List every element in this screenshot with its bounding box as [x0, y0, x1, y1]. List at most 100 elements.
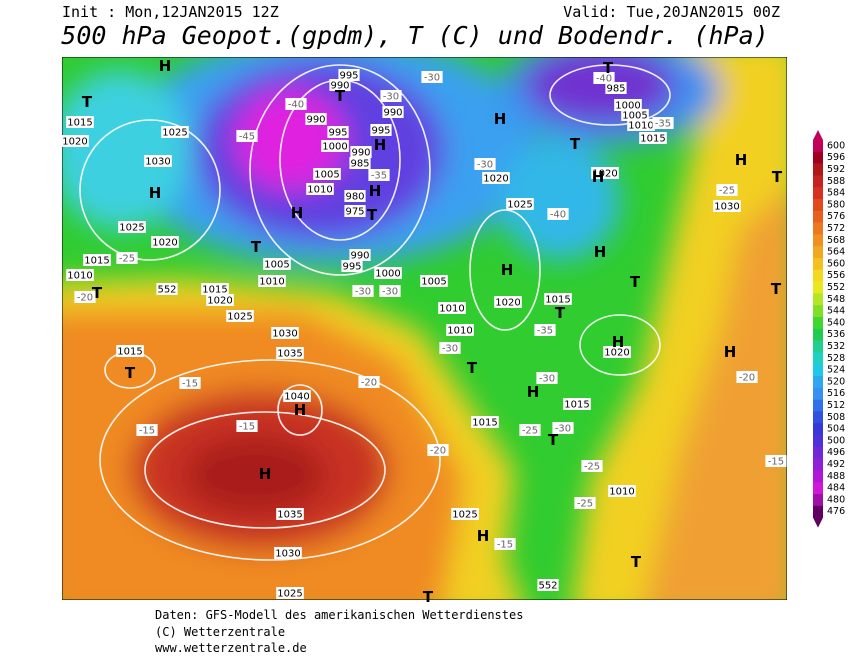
isobar-label: 1020 [152, 238, 177, 249]
colorbar-cell [813, 482, 823, 495]
colorbar-label: 496 [827, 447, 845, 458]
label-box [544, 293, 572, 305]
colorbar-cell [813, 446, 823, 459]
footer-line: Daten: GFS-Modell des amerikanischen Wet… [155, 608, 523, 622]
colorbar-cell [813, 458, 823, 471]
colorbar-label: 532 [827, 341, 845, 352]
label-box [350, 146, 372, 158]
pressure-center: T [603, 59, 614, 77]
colorbar-cell [813, 293, 823, 306]
colorbar-cell [813, 470, 823, 483]
pressure-center: T [630, 273, 641, 291]
label-box [438, 302, 466, 314]
isobar-label: 995 [342, 262, 361, 273]
label-box [321, 140, 349, 152]
label-box [258, 275, 286, 287]
label-box [374, 267, 402, 279]
temperature-label: -30 [555, 424, 571, 435]
isobar-label: 1030 [145, 157, 170, 168]
label-box [652, 117, 674, 129]
isobar-label: 1025 [162, 128, 187, 139]
temperature-label: -20 [430, 446, 446, 457]
label-box [116, 252, 138, 264]
pressure-center: H [592, 168, 605, 186]
label-box [306, 183, 334, 195]
isobar-label: 1020 [592, 169, 617, 180]
init-time: Init : Mon,12JAN2015 12Z [62, 3, 279, 21]
pressure-center: H [294, 401, 307, 419]
colorbar-cell [813, 435, 823, 448]
isobar-label: 1030 [272, 329, 297, 340]
colorbar-label: 492 [827, 459, 845, 470]
pressure-center: T [125, 364, 136, 382]
label-box [118, 221, 146, 233]
isobar-label: 552 [157, 285, 176, 296]
isobar-label: 1010 [67, 271, 92, 282]
label-box [765, 455, 787, 467]
colorbar-cell [813, 364, 823, 377]
label-box [581, 460, 603, 472]
label-box [482, 172, 510, 184]
temperature-label: -15 [768, 457, 784, 468]
temperature-label: -20 [739, 373, 755, 384]
label-box [382, 106, 404, 118]
label-box [358, 376, 380, 388]
temperature-label: -25 [522, 426, 538, 437]
colorbar-label: 592 [827, 164, 845, 175]
label-box [380, 90, 402, 102]
colorbar-label: 528 [827, 353, 845, 364]
label-box [603, 346, 631, 358]
pressure-center: T [772, 168, 783, 186]
isobar-label: 1025 [507, 200, 532, 211]
label-box [313, 168, 341, 180]
label-box [639, 132, 667, 144]
colorbar-cell [813, 187, 823, 200]
label-box [439, 342, 461, 354]
pressure-center: H [724, 343, 737, 361]
isobar-label: 990 [350, 251, 369, 262]
label-box [341, 260, 363, 272]
pressure-center: T [631, 553, 642, 571]
colorbar-cell [813, 376, 823, 389]
label-box [537, 579, 559, 591]
temperature-label: -40 [288, 100, 304, 111]
colorbar-label: 504 [827, 424, 845, 435]
label-box [420, 275, 448, 287]
isobar-label: 990 [351, 148, 370, 159]
isobar-label: 1000 [375, 269, 400, 280]
temperature-label: -15 [182, 379, 198, 390]
pressure-center: H [291, 204, 304, 222]
label-box [474, 158, 496, 170]
label-box [276, 508, 304, 520]
isobar-label: 1015 [67, 118, 92, 129]
isobar-label: 1015 [84, 256, 109, 267]
colorbar-label: 572 [827, 223, 845, 234]
colorbar-cell [813, 151, 823, 164]
label-box [206, 294, 234, 306]
colorbar-label: 564 [827, 247, 845, 258]
colorbar-cell [813, 163, 823, 176]
colorbar-label: 536 [827, 329, 845, 340]
label-box [451, 508, 479, 520]
temperature-label: -35 [655, 119, 671, 130]
label-box [276, 587, 304, 599]
isobar-label: 1025 [452, 510, 477, 521]
label-box [370, 124, 392, 136]
label-box [236, 420, 258, 432]
label-box [716, 184, 738, 196]
isobar-label: 1010 [609, 487, 634, 498]
isobar-label: 1010 [439, 304, 464, 315]
label-box [61, 135, 89, 147]
colorbar-cell [813, 222, 823, 235]
temperature-label: -30 [477, 160, 493, 171]
isobar-label: 552 [538, 581, 557, 592]
colorbar-cell [813, 281, 823, 294]
label-box [201, 283, 229, 295]
isobar-label: 1010 [259, 277, 284, 288]
label-box [274, 547, 302, 559]
label-box [161, 126, 189, 138]
label-box [574, 497, 596, 509]
map-labels: 1015102010251030102510201015101010051010… [61, 57, 787, 606]
label-box [276, 347, 304, 359]
